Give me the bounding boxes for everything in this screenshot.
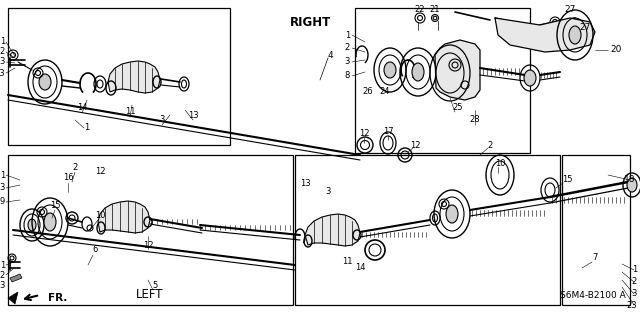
Text: 20: 20 bbox=[610, 46, 621, 55]
Text: 13: 13 bbox=[300, 179, 310, 188]
Text: 1: 1 bbox=[84, 123, 90, 132]
Polygon shape bbox=[495, 18, 595, 52]
Text: 12: 12 bbox=[410, 140, 420, 150]
Text: 3: 3 bbox=[0, 280, 5, 290]
Ellipse shape bbox=[39, 74, 51, 90]
Polygon shape bbox=[435, 40, 480, 100]
Text: 23: 23 bbox=[0, 69, 5, 78]
Text: S6M4-B2100 A: S6M4-B2100 A bbox=[560, 291, 626, 300]
Bar bbox=[562, 155, 630, 305]
Text: 8: 8 bbox=[344, 71, 350, 80]
Text: 25: 25 bbox=[452, 103, 463, 113]
Text: 10: 10 bbox=[95, 211, 105, 219]
Text: 9: 9 bbox=[0, 197, 5, 206]
Text: 3: 3 bbox=[0, 57, 5, 66]
Ellipse shape bbox=[384, 62, 396, 78]
Polygon shape bbox=[98, 201, 150, 233]
Text: 2: 2 bbox=[72, 164, 77, 173]
Text: FR.: FR. bbox=[48, 293, 67, 303]
Text: 22: 22 bbox=[415, 5, 425, 14]
Bar bbox=[8, 8, 230, 145]
Text: 2: 2 bbox=[0, 271, 5, 279]
Text: 17: 17 bbox=[383, 127, 394, 136]
Text: 2: 2 bbox=[0, 48, 5, 56]
Bar bbox=[295, 155, 560, 305]
Text: 3: 3 bbox=[0, 183, 5, 192]
Polygon shape bbox=[108, 61, 160, 93]
Ellipse shape bbox=[28, 219, 36, 231]
Text: 12: 12 bbox=[359, 129, 369, 137]
Text: 27: 27 bbox=[564, 5, 576, 14]
Ellipse shape bbox=[569, 26, 581, 44]
Text: LEFT: LEFT bbox=[136, 288, 164, 301]
Ellipse shape bbox=[44, 213, 56, 231]
Bar bbox=[8, 155, 293, 305]
Text: 21: 21 bbox=[429, 5, 440, 14]
Text: 4: 4 bbox=[327, 50, 333, 60]
Ellipse shape bbox=[627, 178, 637, 192]
Text: 12: 12 bbox=[143, 241, 153, 249]
Text: 7: 7 bbox=[592, 254, 598, 263]
Text: 10: 10 bbox=[495, 159, 505, 167]
Text: 2: 2 bbox=[488, 140, 493, 150]
Text: 23: 23 bbox=[627, 300, 637, 309]
Text: 3: 3 bbox=[344, 57, 350, 66]
Text: 2: 2 bbox=[632, 278, 637, 286]
Polygon shape bbox=[8, 292, 18, 304]
Ellipse shape bbox=[446, 205, 458, 223]
Text: 1: 1 bbox=[0, 170, 5, 180]
Polygon shape bbox=[305, 214, 360, 246]
Text: 15: 15 bbox=[50, 201, 60, 210]
Text: RIGHT: RIGHT bbox=[290, 16, 332, 28]
Text: 14: 14 bbox=[77, 103, 87, 113]
Text: 18: 18 bbox=[623, 175, 635, 184]
Text: 1: 1 bbox=[0, 261, 5, 270]
Text: 12: 12 bbox=[95, 167, 105, 176]
Text: 6: 6 bbox=[92, 246, 98, 255]
Text: 3: 3 bbox=[632, 290, 637, 299]
Ellipse shape bbox=[524, 70, 536, 86]
Text: 1: 1 bbox=[632, 265, 637, 275]
Text: 11: 11 bbox=[125, 108, 135, 116]
Text: 27: 27 bbox=[579, 24, 591, 33]
Text: 16: 16 bbox=[63, 174, 74, 182]
Text: 24: 24 bbox=[380, 87, 390, 97]
Text: 26: 26 bbox=[363, 87, 373, 97]
Text: 28: 28 bbox=[470, 115, 480, 124]
Text: 3: 3 bbox=[159, 115, 164, 124]
Text: 11: 11 bbox=[342, 257, 352, 266]
Text: 14: 14 bbox=[355, 263, 365, 272]
Text: 13: 13 bbox=[188, 110, 198, 120]
Bar bbox=[355, 8, 530, 153]
Polygon shape bbox=[10, 274, 22, 282]
Ellipse shape bbox=[412, 63, 424, 81]
Text: 2: 2 bbox=[345, 43, 350, 53]
Text: 15: 15 bbox=[562, 175, 572, 184]
Text: 1: 1 bbox=[345, 31, 350, 40]
Text: 5: 5 bbox=[152, 280, 157, 290]
Text: 3: 3 bbox=[325, 188, 331, 197]
Text: 1: 1 bbox=[0, 38, 5, 47]
